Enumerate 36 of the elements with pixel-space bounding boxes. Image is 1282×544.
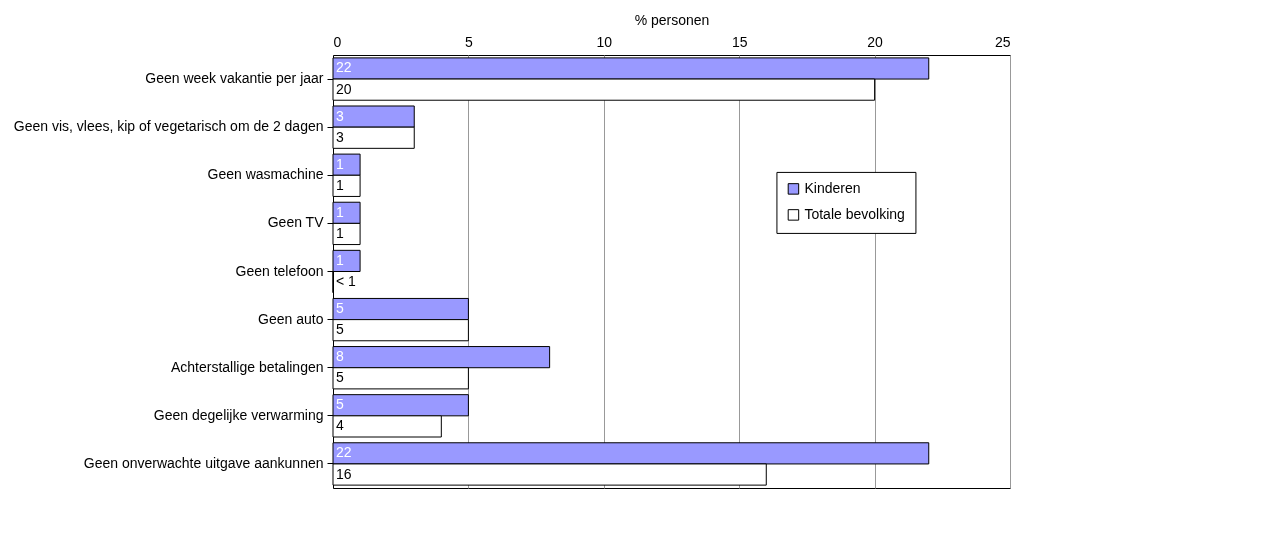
y-tick-label: Geen TV — [267, 214, 325, 231]
x-tick-label: 20 — [867, 33, 884, 50]
data-label: 1 — [336, 251, 344, 268]
data-label: 3 — [336, 107, 344, 124]
y-tick-label: Geen vis, vlees, kip of vegetarisch om de 2 dagen — [13, 118, 324, 135]
data-label: 5 — [336, 321, 344, 338]
data-label: 1 — [336, 224, 344, 241]
data-label: 5 — [336, 396, 344, 413]
data-label: 20 — [336, 80, 352, 97]
data-label: 8 — [336, 348, 344, 365]
data-label: 3 — [336, 128, 344, 145]
y-tick-label: Geen week vakantie per jaar — [145, 70, 324, 87]
x-tick-label: 15 — [731, 33, 748, 50]
y-tick-label: Geen wasmachine — [207, 166, 324, 183]
data-label: 22 — [336, 59, 352, 76]
data-label: 1 — [336, 203, 344, 220]
x-axis-title: % personen — [634, 11, 710, 28]
x-tick-label: 25 — [994, 33, 1011, 50]
legend-label: Totale bevolking — [804, 205, 905, 222]
data-label: 22 — [336, 444, 352, 461]
data-label: 1 — [336, 155, 344, 172]
x-tick-label: 10 — [596, 33, 613, 50]
data-label: 16 — [336, 465, 352, 482]
x-tick-label: 5 — [465, 33, 473, 50]
data-label: 4 — [336, 417, 344, 434]
y-tick-label: Geen telefoon — [235, 262, 324, 279]
x-tick-label: 0 — [333, 33, 342, 50]
y-tick-label: Achterstallige betalingen — [170, 358, 324, 375]
legend-label: Kinderen — [804, 179, 861, 196]
data-label: 1 — [336, 176, 344, 193]
data-label: 5 — [336, 300, 344, 317]
data-label: 5 — [336, 369, 344, 386]
data-label: < 1 — [336, 273, 357, 290]
y-tick-label: Geen onverwachte uitgave aankunnen — [83, 454, 324, 471]
y-tick-label: Geen auto — [258, 310, 324, 327]
y-tick-label: Geen degelijke verwarming — [153, 406, 324, 423]
